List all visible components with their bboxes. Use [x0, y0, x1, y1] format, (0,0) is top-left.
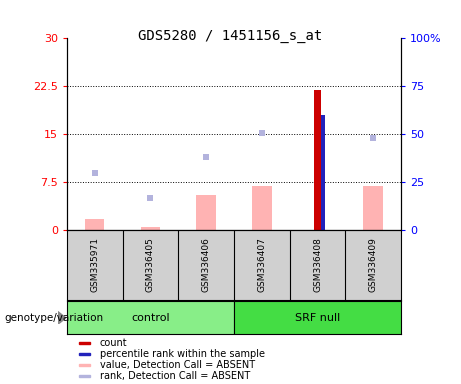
Bar: [314, 89, 321, 230]
Text: GDS5280 / 1451156_s_at: GDS5280 / 1451156_s_at: [138, 29, 323, 43]
Bar: [79, 342, 90, 344]
Bar: [252, 185, 272, 230]
Bar: [363, 185, 383, 230]
Polygon shape: [58, 311, 66, 324]
Text: control: control: [131, 313, 170, 323]
Text: rank, Detection Call = ABSENT: rank, Detection Call = ABSENT: [100, 371, 250, 381]
Text: GSM336405: GSM336405: [146, 238, 155, 292]
Bar: [234, 301, 401, 334]
Text: GSM336406: GSM336406: [201, 238, 211, 292]
Bar: [141, 227, 160, 230]
Bar: [79, 364, 90, 366]
Text: percentile rank within the sample: percentile rank within the sample: [100, 349, 265, 359]
Text: count: count: [100, 338, 127, 348]
Bar: [67, 301, 234, 334]
Bar: [79, 375, 90, 377]
Bar: [85, 219, 105, 230]
Text: GSM336409: GSM336409: [369, 238, 378, 292]
Bar: [79, 353, 90, 355]
Text: GSM336408: GSM336408: [313, 238, 322, 292]
Bar: [196, 195, 216, 230]
Text: SRF null: SRF null: [295, 313, 340, 323]
Text: GSM335971: GSM335971: [90, 237, 99, 293]
Text: GSM336407: GSM336407: [257, 238, 266, 292]
Bar: [321, 115, 325, 230]
Text: genotype/variation: genotype/variation: [5, 313, 104, 323]
Text: value, Detection Call = ABSENT: value, Detection Call = ABSENT: [100, 360, 254, 370]
